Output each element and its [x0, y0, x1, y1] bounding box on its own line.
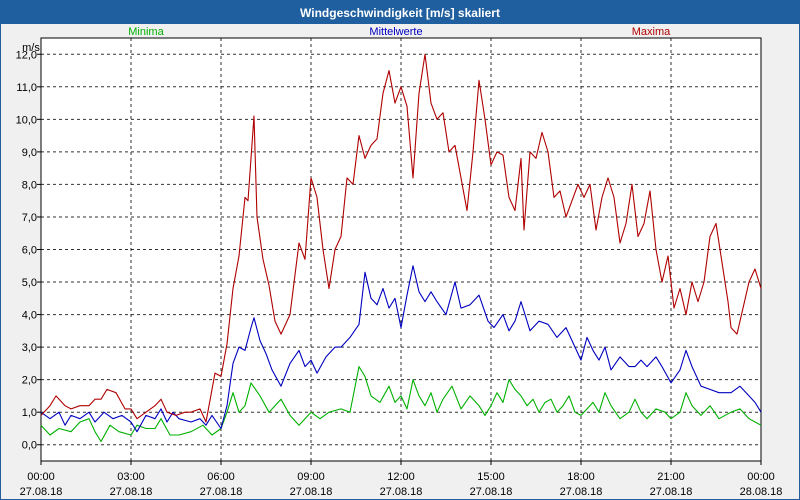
x-tick-time-label: 03:00	[117, 471, 145, 483]
y-axis-unit-label: m/s	[22, 42, 40, 54]
grid	[41, 38, 761, 461]
x-axis-ticks: 00:00 27.08.18 03:00 27.08.18 06:00 27.08.18 0…	[20, 461, 783, 498]
x-tick-time-label: 00:00	[27, 471, 55, 483]
legend-item-minima: Minima	[128, 26, 164, 38]
y-tick-label: 0,0	[22, 440, 37, 452]
x-tick-date-label: 28.08.18	[740, 486, 783, 498]
series-line-minima	[40, 366, 762, 443]
y-tick-label: 11,0	[16, 82, 37, 94]
y-tick-label: 10,0	[16, 114, 37, 126]
x-tick-time-label: 15:00	[477, 471, 505, 483]
x-tick-date-label: 27.08.18	[20, 486, 63, 498]
y-tick-label: 9,0	[22, 147, 37, 159]
x-tick-date-label: 27.08.18	[650, 486, 693, 498]
y-tick-label: 6,0	[22, 245, 37, 257]
y-tick-label: 1,0	[22, 407, 37, 419]
y-tick-label: 2,0	[22, 375, 37, 387]
legend-item-mittelwerte: Mittelwerte	[369, 26, 422, 38]
x-tick-date-label: 27.08.18	[380, 486, 423, 498]
x-tick-date-label: 27.08.18	[200, 486, 243, 498]
y-tick-label: 12,0	[16, 49, 37, 61]
legend: Minima Mittelwerte Maxima	[128, 26, 671, 38]
series-line-maxima	[40, 53, 762, 423]
y-tick-label: 3,0	[22, 342, 37, 354]
x-tick-date-label: 27.08.18	[110, 486, 153, 498]
x-tick-date-label: 27.08.18	[470, 486, 513, 498]
x-tick-time-label: 21:00	[657, 471, 685, 483]
x-tick-time-label: 09:00	[297, 471, 325, 483]
window-title: Windgeschwindigkeit [m/s] skaliert	[1, 1, 799, 24]
y-tick-label: 4,0	[22, 310, 37, 322]
x-tick-date-label: 27.08.18	[290, 486, 333, 498]
x-tick-time-label: 06:00	[207, 471, 235, 483]
x-tick-date-label: 27.08.18	[560, 486, 603, 498]
legend-item-maxima: Maxima	[632, 26, 671, 38]
y-axis-ticks: 0,0 1,0 2,0 3,0 4,0 5,0 6,0 7,0 8,0 9,0 10,0 11,0 12…	[16, 49, 41, 452]
y-tick-label: 7,0	[22, 212, 37, 224]
x-tick-time-label: 12:00	[387, 471, 415, 483]
x-tick-time-label: 18:00	[567, 471, 595, 483]
y-tick-label: 8,0	[22, 179, 37, 191]
y-tick-label: 5,0	[22, 277, 37, 289]
x-tick-time-label: 00:00	[747, 471, 775, 483]
series-line-mittelwerte	[40, 265, 762, 433]
series-lines	[40, 53, 762, 443]
